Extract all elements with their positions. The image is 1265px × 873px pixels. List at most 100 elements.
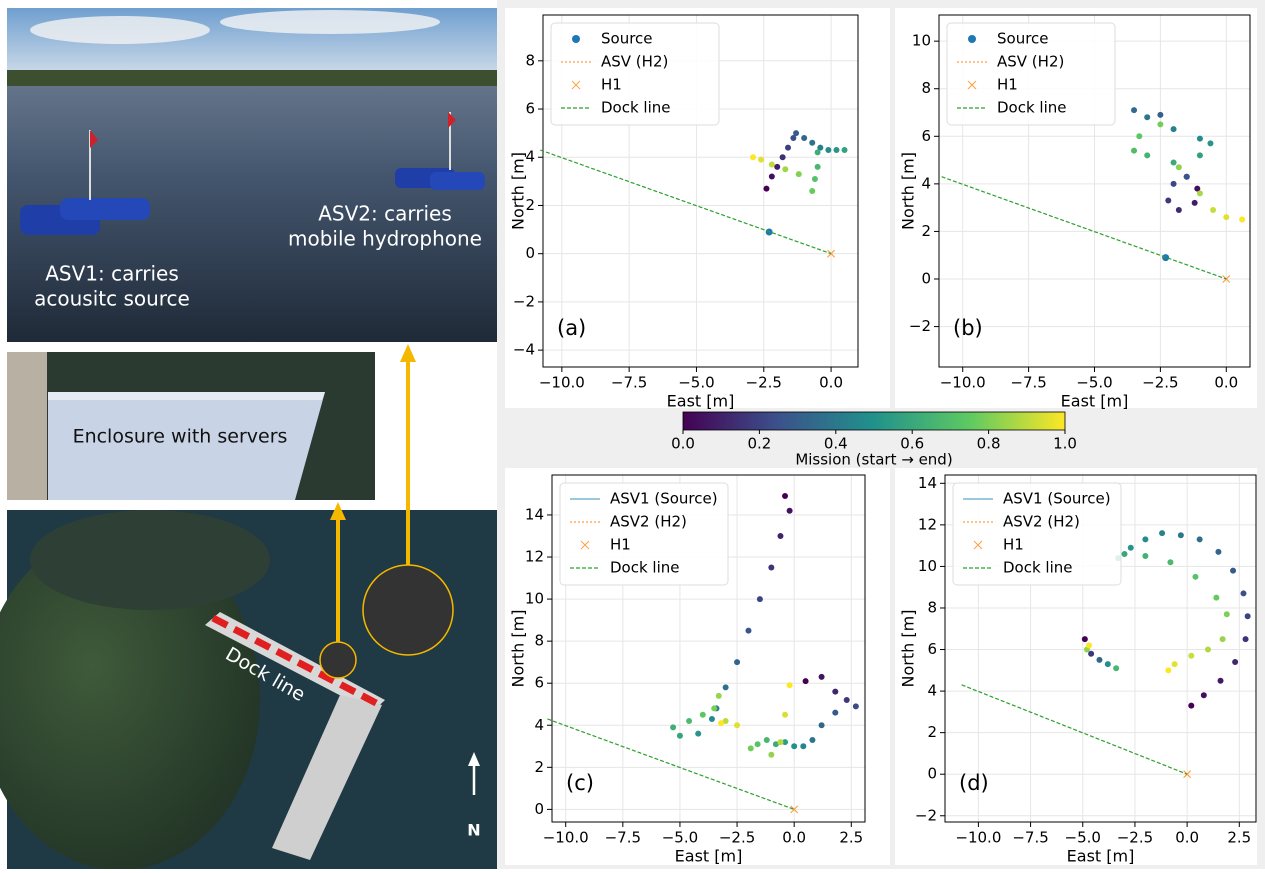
trajectory-point [1172,661,1178,667]
x-tick-label: 0.0 [782,829,806,847]
legend-label: H1 [601,76,622,94]
colorbar-label: Mission (start → end) [795,451,952,469]
trajectory-point [796,171,802,177]
trajectory-point [709,716,715,722]
photo-label: mobile hydrophone [288,227,482,251]
trajectory-point [1082,636,1088,642]
y-tick-label: 4 [534,716,544,734]
panel-label: (a) [557,316,586,340]
legend-label: ASV2 (H2) [1003,513,1080,531]
trajectory-point [758,157,764,163]
trajectory-point [768,565,774,571]
trajectory-point [1213,595,1219,601]
x-axis-label: East [m] [1067,847,1135,866]
x-tick-label: 2.5 [1227,829,1251,847]
legend-label: ASV2 (H2) [610,513,687,531]
trajectory-point [800,743,806,749]
trajectory-point [1197,136,1203,142]
north-label: N [467,821,480,840]
trajectory-point [782,712,788,718]
trajectory-point [853,703,859,709]
y-tick-label: 2 [534,758,544,776]
trajectory-point [1157,112,1163,118]
legend-label: Dock line [601,99,671,117]
trajectory-point [832,710,838,716]
trajectory-point [785,145,791,151]
y-axis-label: North [m] [509,152,528,230]
trajectory-point [1243,636,1249,642]
y-tick-label: 12 [918,515,937,533]
trajectory-point [1159,530,1165,536]
y-tick-label: −2 [513,292,535,310]
trajectory-point [787,682,793,688]
trajectory-point [825,147,831,153]
trajectory-point [769,174,775,180]
y-tick-label: 4 [921,174,931,192]
x-tick-label: 0.0 [819,374,843,392]
panel-label: (d) [959,771,989,795]
photo-label: Enclosure with servers [73,426,288,448]
trajectory-point [1144,152,1150,158]
y-tick-label: 14 [918,474,937,492]
x-tick-label: −10.0 [955,829,1001,847]
trajectory-point [1122,551,1128,557]
trajectory-point [1142,553,1148,559]
trajectory-point [734,722,740,728]
y-tick-label: 10 [912,32,931,50]
y-tick-label: 8 [525,51,535,69]
trajectory-point [1184,174,1190,180]
trajectory-point [1197,536,1203,542]
photo-label: acousitc source [34,287,190,311]
figure: ASV1: carries acousitc source ASV2: carr… [0,0,1265,869]
trajectory-point [809,140,815,146]
trajectory-point [1157,121,1163,127]
colorbar-tick-label: 0.8 [977,435,1001,453]
x-tick-label: −10.0 [543,829,589,847]
trajectory-point [1171,159,1177,165]
trajectory-point [1176,164,1182,170]
trajectory-point [815,149,821,155]
treeline [7,70,497,86]
trajectory-point [1205,647,1211,653]
trajectory-point [1167,559,1173,565]
x-tick-label: −5.0 [1065,829,1101,847]
trajectory-point [1207,140,1213,146]
trajectory-point [1192,200,1198,206]
x-tick-label: −2.5 [1142,374,1178,392]
trajectory-point [844,697,850,703]
trajectory-point [1220,636,1226,642]
panel-label: (b) [953,316,983,340]
trajectory-point [1218,678,1224,684]
trajectory-point [718,720,724,726]
trajectory-point [1223,214,1229,220]
legend-label: Dock line [1003,559,1073,577]
trajectory-point [764,737,770,743]
legend-label: Dock line [997,99,1067,117]
x-tick-label: −7.5 [611,374,647,392]
trajectory-point [686,718,692,724]
cloud [30,16,210,44]
trajectory-point [1197,152,1203,158]
trajectory-point [1142,536,1148,542]
trajectory-point [787,508,793,514]
trajectory-point [777,533,783,539]
legend-label: ASV (H2) [601,53,668,71]
trajectory-point [1144,114,1150,120]
x-tick-label: −2.5 [746,374,782,392]
y-tick-label: 10 [525,590,544,608]
trajectory-point [1096,657,1102,663]
trajectory-point [809,188,815,194]
trajectory-point [745,628,751,634]
trajectory-point [833,147,839,153]
x-tick-label: −10.0 [940,374,986,392]
trajectory-point [1165,667,1171,673]
trajectory-point [782,493,788,499]
x-tick-label: 0.0 [1175,829,1199,847]
y-tick-label: 0 [927,765,937,783]
trajectory-point [1105,661,1111,667]
x-axis-label: East [m] [675,847,743,866]
y-tick-label: −4 [513,341,535,359]
panel-label: (c) [566,771,594,795]
trajectory-point [1131,107,1137,113]
trajectory-point [774,164,780,170]
